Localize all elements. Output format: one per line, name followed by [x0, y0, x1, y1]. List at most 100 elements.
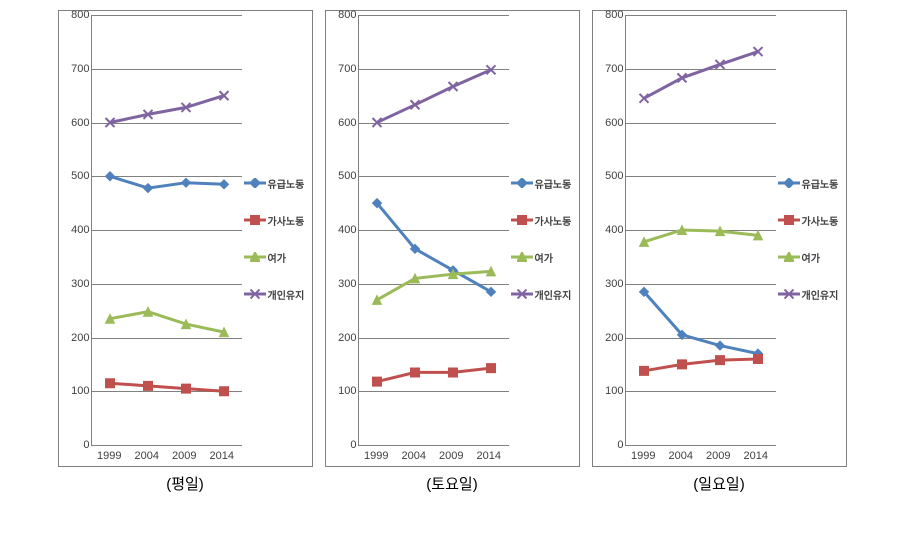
- chart-frame: 0 100 200 300 400 500 600 700 800 1999 2004 2009 201…: [325, 10, 580, 467]
- series-marker-house: [639, 366, 648, 375]
- series-marker-paid: [105, 172, 114, 181]
- y-tick-label: 300: [331, 278, 357, 290]
- legend-label: 개인유지: [802, 287, 839, 302]
- y-tick-label: 700: [331, 63, 357, 75]
- legend-swatch-pers: [511, 289, 533, 299]
- legend-swatch-pers: [778, 289, 800, 299]
- series-svg: [359, 15, 509, 445]
- series-marker-house: [677, 360, 686, 369]
- y-tick-label: 200: [331, 332, 357, 344]
- legend-swatch-paid: [778, 178, 800, 188]
- series-line-leis: [377, 271, 491, 300]
- legend-label: 유급노동: [802, 176, 839, 191]
- series-marker-paid: [143, 184, 152, 193]
- series-marker-paid: [219, 180, 228, 189]
- x-tick-label: 2009: [706, 450, 730, 462]
- y-tick-label: 300: [598, 278, 624, 290]
- x-tick-label: 2014: [477, 450, 501, 462]
- plot-area: 0100200300400500600700800: [91, 15, 242, 446]
- y-tick-label: 0: [598, 439, 624, 451]
- series-marker-house: [219, 387, 228, 396]
- legend-item-leis: 여가: [778, 250, 840, 265]
- legend-swatch-house: [511, 215, 533, 225]
- legend-label: 개인유지: [535, 287, 572, 302]
- series-marker-paid: [181, 178, 190, 187]
- y-tick-label: 700: [64, 63, 90, 75]
- y-tick-label: 600: [331, 117, 357, 129]
- legend-label: 가사노동: [535, 213, 572, 228]
- x-tick-label: 1999: [97, 450, 121, 462]
- y-tick-label: 800: [331, 9, 357, 21]
- legend-swatch-paid: [244, 178, 266, 188]
- plot-cell: 0100200300400500600700800 1999 2004 2009 201…: [625, 15, 776, 462]
- x-tick-label: 2004: [669, 450, 693, 462]
- legend-swatch-pers: [244, 289, 266, 299]
- legend-item-leis: 여가: [244, 250, 306, 265]
- x-tick-label: 2014: [744, 450, 768, 462]
- y-tick-label: 400: [598, 224, 624, 236]
- chart-panel: 0100200300400500600700800 1999 2004 2009 201…: [592, 10, 847, 494]
- y-tick-label: 800: [598, 9, 624, 21]
- x-tick-label: 2004: [135, 450, 159, 462]
- panel-caption: (일요일): [693, 473, 744, 494]
- series-marker-house: [715, 356, 724, 365]
- x-tick-label: 2009: [172, 450, 196, 462]
- legend-item-house: 가사노동: [511, 213, 573, 228]
- series-line-pers: [110, 96, 224, 123]
- x-axis-labels: 1999 2004 2009 2014: [625, 450, 775, 462]
- series-svg: [626, 15, 776, 445]
- y-tick-label: 200: [598, 332, 624, 344]
- plot-cell: 0100200300400500600700800199920042009201…: [358, 15, 509, 462]
- series-marker-paid: [715, 341, 724, 350]
- legend-item-pers: 개인유지: [511, 287, 573, 302]
- y-tick-label: 500: [598, 170, 624, 182]
- legend-label: 여가: [802, 250, 820, 265]
- y-tick-label: 100: [331, 385, 357, 397]
- x-tick-label: 2009: [439, 450, 463, 462]
- chart-frame: 0100200300400500600700800 1999 2004 2009 201…: [58, 10, 313, 467]
- x-tick-label: 1999: [631, 450, 655, 462]
- x-tick-label: 2014: [210, 450, 234, 462]
- legend-swatch-leis: [244, 252, 266, 262]
- y-tick-label: 0: [331, 439, 357, 451]
- x-tick-label: 2004: [402, 450, 426, 462]
- legend-item-paid: 유급노동: [778, 176, 840, 191]
- legend-item-house: 가사노동: [778, 213, 840, 228]
- series-marker-house: [105, 379, 114, 388]
- legend-label: 개인유지: [268, 287, 305, 302]
- legend-swatch-leis: [778, 252, 800, 262]
- series-marker-pers: [639, 94, 648, 103]
- plot-area: 0100200300400500600700800: [625, 15, 776, 446]
- chart-panel: 0 100 200 300 400 500 600 700 800 1999 2004 2009 201…: [325, 10, 580, 494]
- y-tick-label: 800: [64, 9, 90, 21]
- y-tick-label: 400: [331, 224, 357, 236]
- y-tick-label: 500: [331, 170, 357, 182]
- panel-caption: (토요일): [426, 473, 477, 494]
- legend-swatch-house: [244, 215, 266, 225]
- y-tick-label: 600: [64, 117, 90, 129]
- series-marker-house: [486, 364, 495, 373]
- series-marker-house: [753, 355, 762, 364]
- chart-panel: 0100200300400500600700800 1999 2004 2009 201…: [58, 10, 313, 494]
- plot-cell: 0100200300400500600700800 1999 2004 2009 201…: [91, 15, 242, 462]
- series-line-leis: [110, 312, 224, 332]
- series-line-house: [110, 383, 224, 391]
- series-line-paid: [110, 176, 224, 188]
- legend-item-leis: 여가: [511, 250, 573, 265]
- y-tick-label: 700: [598, 63, 624, 75]
- series-line-paid: [644, 292, 758, 354]
- series-line-pers: [644, 52, 758, 99]
- y-tick-label: 0: [64, 439, 90, 451]
- y-tick-label: 400: [64, 224, 90, 236]
- y-tick-label: 100: [598, 385, 624, 397]
- legend-item-paid: 유급노동: [244, 176, 306, 191]
- legend-swatch-house: [778, 215, 800, 225]
- y-tick-label: 200: [64, 332, 90, 344]
- series-marker-house: [143, 381, 152, 390]
- legend: 유급노동가사노동여가개인유지: [244, 176, 306, 302]
- legend-label: 여가: [535, 250, 553, 265]
- series-svg: [92, 15, 242, 445]
- x-tick-label: 1999: [364, 450, 388, 462]
- legend-label: 여가: [268, 250, 286, 265]
- series-line-pers: [377, 70, 491, 123]
